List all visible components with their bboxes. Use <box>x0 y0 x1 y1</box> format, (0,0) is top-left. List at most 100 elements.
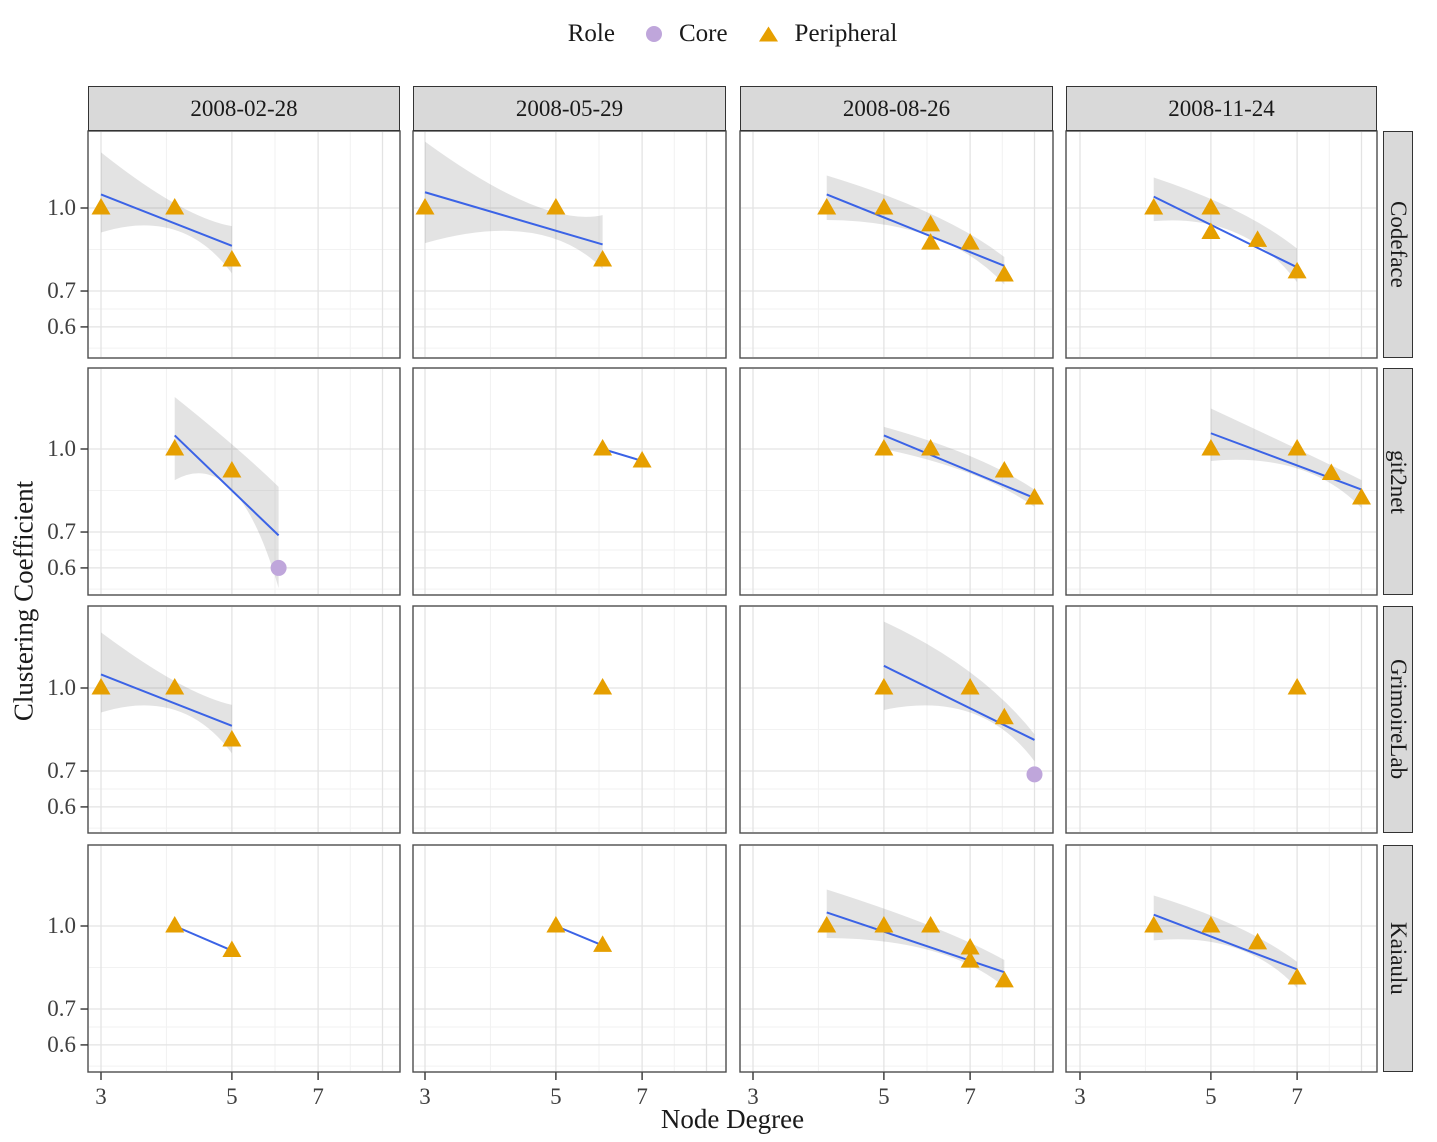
panel-Codeface-2008-05-29 <box>412 130 727 359</box>
core-point <box>1026 766 1043 783</box>
peripheral-point <box>165 439 185 456</box>
facet-row-strip: GrimoireLab <box>1383 606 1413 833</box>
x-tick-label: 3 <box>747 1084 759 1109</box>
regression-line <box>555 925 603 947</box>
peripheral-point <box>994 707 1014 725</box>
regression-line <box>1153 913 1298 971</box>
y-tick-label: 0.6 <box>47 1031 76 1057</box>
peripheral-point <box>222 460 242 478</box>
peripheral-point <box>1201 198 1221 215</box>
y-tick-label: 1.0 <box>47 675 76 700</box>
peripheral-point <box>593 249 613 267</box>
peripheral-point <box>1248 230 1268 247</box>
peripheral-point <box>874 916 894 933</box>
x-tick-label: 3 <box>419 1084 431 1109</box>
panel-git2net-2008-02-28 <box>87 367 401 596</box>
regression-line <box>174 925 233 952</box>
regression-line <box>883 664 1035 741</box>
peripheral-point <box>921 439 941 456</box>
peripheral-point <box>960 951 980 968</box>
legend-title: Role <box>567 20 615 47</box>
y-tick-label: 0.7 <box>47 278 76 304</box>
peripheral-point <box>960 678 980 695</box>
peripheral-point <box>1144 198 1164 215</box>
regression-line <box>883 434 1035 499</box>
panel-Kaiaulu-2008-08-26 <box>739 844 1054 1073</box>
y-tick-label: 1.0 <box>47 913 76 938</box>
panel-Kaiaulu-2008-02-28 <box>87 844 401 1073</box>
core-point <box>270 559 287 576</box>
peripheral-point <box>994 970 1014 988</box>
confidence-band <box>174 397 279 589</box>
y-tick-label: 0.6 <box>47 793 76 819</box>
facet-column-strip: 2008-02-28 <box>88 86 400 131</box>
confidence-band <box>1210 408 1362 509</box>
regression-line <box>1153 195 1298 269</box>
peripheral-point <box>222 249 242 267</box>
y-tick-label: 0.7 <box>47 519 76 545</box>
peripheral-point <box>1287 678 1307 695</box>
facet-row-label: GrimoireLab <box>1386 659 1411 780</box>
facet-column-label: 2008-02-28 <box>190 95 298 121</box>
panel-Codeface-2008-02-28 <box>87 130 401 359</box>
peripheral-marker-icon <box>758 26 778 42</box>
peripheral-point <box>91 678 111 695</box>
peripheral-point <box>593 439 613 456</box>
panel-Kaiaulu-2008-05-29 <box>412 844 727 1073</box>
peripheral-point <box>817 916 837 933</box>
panel-Codeface-2008-11-24 <box>1065 130 1378 359</box>
peripheral-point <box>546 916 566 933</box>
peripheral-point <box>222 940 242 958</box>
legend-label-core: Core <box>678 20 728 47</box>
peripheral-point <box>165 678 185 695</box>
peripheral-point <box>1287 261 1307 279</box>
facet-column-label: 2008-11-24 <box>1168 95 1275 121</box>
facet-column-label: 2008-05-29 <box>515 95 624 121</box>
x-tick-label: 7 <box>1291 1084 1303 1109</box>
y-tick-label: 0.7 <box>47 996 76 1022</box>
peripheral-point <box>874 439 894 456</box>
x-tick-label: 7 <box>312 1084 324 1109</box>
peripheral-point <box>1287 967 1307 985</box>
peripheral-point <box>415 198 435 215</box>
confidence-band <box>425 141 603 269</box>
panel-Kaiaulu-2008-11-24 <box>1065 844 1378 1073</box>
peripheral-point <box>165 198 185 215</box>
legend-item-core: Core <box>645 20 728 48</box>
peripheral-point <box>1144 916 1164 933</box>
panel-GrimoireLab-2008-08-26 <box>739 605 1054 834</box>
peripheral-point <box>593 935 613 952</box>
panel-GrimoireLab-2008-05-29 <box>412 605 727 834</box>
panel-GrimoireLab-2008-11-24 <box>1065 605 1378 834</box>
x-tick-label: 5 <box>878 1084 890 1109</box>
peripheral-point <box>921 233 941 250</box>
facet-row-strip: git2net <box>1383 368 1413 595</box>
peripheral-point <box>546 198 566 215</box>
panel-GrimoireLab-2008-02-28 <box>87 605 401 834</box>
regression-line <box>174 434 280 537</box>
peripheral-point <box>960 233 980 250</box>
peripheral-point <box>1201 222 1221 240</box>
regression-line <box>100 673 233 727</box>
x-tick-label: 7 <box>964 1084 976 1109</box>
facet-row-label: git2net <box>1386 449 1411 514</box>
peripheral-point <box>994 460 1014 478</box>
panel-Codeface-2008-08-26 <box>739 130 1054 359</box>
peripheral-point <box>632 450 652 468</box>
peripheral-point <box>222 729 242 747</box>
peripheral-point <box>921 916 941 933</box>
peripheral-point <box>1321 463 1341 481</box>
facet-row-strip: Kaiaulu <box>1383 845 1413 1072</box>
x-axis-title: Node Degree <box>660 1104 805 1134</box>
peripheral-point <box>1352 488 1372 505</box>
panel-git2net-2008-08-26 <box>739 367 1054 596</box>
facet-column-strip: 2008-11-24 <box>1066 86 1377 131</box>
regression-line <box>1210 432 1362 491</box>
confidence-band <box>1153 177 1298 283</box>
y-tick-label: 1.0 <box>47 195 76 220</box>
confidence-band <box>826 889 1005 987</box>
peripheral-point <box>874 198 894 215</box>
peripheral-point <box>921 214 941 232</box>
regression-line <box>826 193 1005 267</box>
